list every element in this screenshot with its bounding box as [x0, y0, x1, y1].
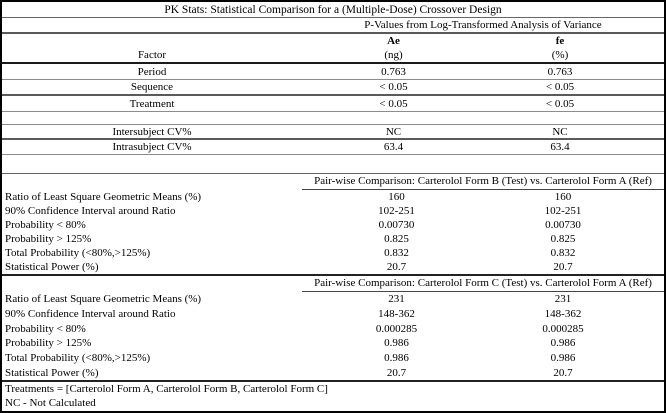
row-label: Probability < 80%	[5, 219, 86, 231]
cell-ae: 0.832	[384, 247, 409, 259]
pairwise-rows-2: Ratio of Least Square Geometric Means (%…	[2, 292, 664, 382]
cell-fe: 20.7	[553, 366, 573, 379]
cell-ae: 102-251	[378, 205, 415, 217]
row-label: 90% Confidence Interval around Ratio	[5, 308, 176, 320]
spacer-row	[2, 155, 664, 174]
table-row-total-prob: Total Probability (<80%,>125%) 0.986 0.9…	[2, 351, 664, 366]
column-name-ae: Ae	[387, 35, 400, 47]
table-row-period: Period 0.763 0.763	[2, 64, 664, 80]
table-row-ci: 90% Confidence Interval around Ratio 148…	[2, 307, 664, 322]
row-label: 90% Confidence Interval around Ratio	[5, 205, 176, 217]
column-header-row: Factor Ae (ng) fe (%)	[2, 34, 664, 64]
spacer-row	[2, 112, 664, 125]
cell-fe: 0.000285	[542, 322, 584, 335]
row-label: Intersubject CV%	[112, 125, 192, 138]
cell-ae: 20.7	[386, 261, 407, 273]
row-label: Total Probability (<80%,>125%)	[5, 352, 151, 365]
anova-header-row: P-Values from Log-Transformed Analysis o…	[2, 18, 664, 34]
column-unit-fe: (%)	[551, 49, 569, 61]
pairwise-rows-1: Ratio of Least Square Geometric Means (%…	[2, 190, 664, 276]
row-label: Probability > 125%	[5, 337, 92, 350]
row-label: Probability > 125%	[5, 233, 92, 245]
row-label: Probability < 80%	[5, 322, 86, 335]
table-row-treatment: Treatment < 0.05 < 0.05	[2, 96, 664, 112]
cell-fe: 0.825	[550, 233, 576, 245]
cell-ae: 0.825	[384, 233, 409, 245]
row-label: Ratio of Least Square Geometric Means (%…	[5, 293, 202, 306]
table-row-ratio: Ratio of Least Square Geometric Means (%…	[2, 292, 664, 307]
anova-header: P-Values from Log-Transformed Analysis o…	[364, 19, 602, 31]
cell-fe: 0.832	[550, 247, 576, 259]
cell-fe: < 0.05	[545, 97, 575, 110]
cell-ae: 231	[388, 293, 405, 306]
table-row-prob-lt-80: Probability < 80% 0.00730 0.00730	[2, 218, 664, 232]
row-label: Sequence	[130, 81, 174, 93]
table-row-prob-lt-80: Probability < 80% 0.000285 0.000285	[2, 321, 664, 336]
cell-fe: 231	[554, 293, 572, 306]
table-row-prob-gt-125: Probability > 125% 0.986 0.986	[2, 336, 664, 351]
row-label: Treatment	[129, 97, 175, 110]
cell-fe: 0.763	[547, 65, 573, 78]
column-name-fe: fe	[555, 35, 565, 47]
column-header-fe: fe (%)	[485, 34, 635, 62]
pairwise-header: Pair-wise Comparison: Carterolol Form B …	[302, 174, 664, 190]
pairwise-header-row-1: Pair-wise Comparison: Carterolol Form B …	[2, 174, 664, 190]
cell-fe: 63.4	[550, 141, 570, 153]
cell-fe: 0.00730	[545, 219, 581, 231]
cell-fe: 20.7	[553, 261, 573, 273]
cell-fe: 0.986	[550, 337, 576, 350]
cell-ae: 0.00730	[378, 219, 415, 231]
cell-fe: 160	[554, 191, 572, 203]
table-row-prob-gt-125: Probability > 125% 0.825 0.825	[2, 232, 664, 246]
cell-ae: 0.763	[381, 65, 406, 78]
cell-ae: 0.986	[384, 352, 409, 365]
cell-ae: NC	[385, 125, 402, 138]
pairwise-header-row-2: Pair-wise Comparison: Carterolol Form C …	[2, 276, 664, 292]
row-label: Intrasubject CV%	[112, 141, 192, 153]
footnote-treatments: Treatments = [Carterolol Form A, Cartero…	[2, 382, 664, 396]
table-row-intrasubject-cv: Intrasubject CV% 63.4 63.4	[2, 140, 664, 155]
row-label: Ratio of Least Square Geometric Means (%…	[5, 191, 202, 203]
footnote-text: Treatments = [Carterolol Form A, Cartero…	[5, 383, 328, 395]
footnote-nc: NC - Not Calculated	[2, 396, 664, 409]
footnote-text: NC - Not Calculated	[5, 396, 96, 409]
table-row-stat-power: Statistical Power (%) 20.7 20.7	[2, 260, 664, 274]
cell-ae: 63.4	[383, 141, 404, 153]
cell-ae: < 0.05	[379, 97, 408, 110]
cell-ae: 0.000285	[375, 322, 418, 335]
cell-fe: 0.986	[550, 352, 576, 365]
table-row-stat-power: Statistical Power (%) 20.7 20.7	[2, 365, 664, 380]
row-label: Period	[137, 65, 167, 78]
cell-ae: < 0.05	[379, 81, 408, 93]
factor-label: Factor	[137, 49, 167, 61]
table-row-intersubject-cv: Intersubject CV% NC NC	[2, 125, 664, 140]
cell-fe: 102-251	[544, 205, 582, 217]
cell-ae: 20.7	[386, 366, 407, 379]
column-header-ae: Ae (ng)	[302, 34, 485, 62]
row-label: Statistical Power (%)	[5, 366, 99, 379]
cell-ae: 160	[388, 191, 405, 203]
cell-ae: 148-362	[378, 308, 415, 320]
column-unit-ae: (ng)	[384, 49, 403, 61]
table-title: PK Stats: Statistical Comparison for a (…	[164, 3, 502, 16]
cell-fe: < 0.05	[545, 81, 575, 93]
table-row-ratio: Ratio of Least Square Geometric Means (%…	[2, 190, 664, 204]
table-row-total-prob: Total Probability (<80%,>125%) 0.832 0.8…	[2, 246, 664, 260]
column-header-gutter	[635, 34, 664, 62]
cell-fe: 148-362	[544, 308, 582, 320]
cell-ae: 0.986	[384, 337, 409, 350]
cell-fe: NC	[552, 125, 568, 138]
table-title-row: PK Stats: Statistical Comparison for a (…	[2, 2, 664, 18]
row-label: Total Probability (<80%,>125%)	[5, 247, 151, 259]
table-row-sequence: Sequence < 0.05 < 0.05	[2, 80, 664, 96]
table-row-ci: 90% Confidence Interval around Ratio 102…	[2, 204, 664, 218]
row-label: Statistical Power (%)	[5, 261, 99, 273]
pairwise-header: Pair-wise Comparison: Carterolol Form C …	[302, 276, 664, 292]
